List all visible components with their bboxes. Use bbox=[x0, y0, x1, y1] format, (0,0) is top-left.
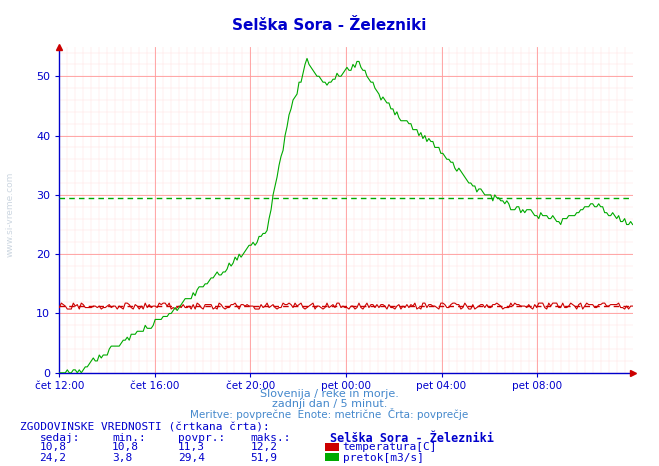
Text: www.si-vreme.com: www.si-vreme.com bbox=[5, 171, 14, 257]
Text: Slovenija / reke in morje.: Slovenija / reke in morje. bbox=[260, 389, 399, 399]
Text: maks.:: maks.: bbox=[250, 433, 291, 443]
Text: pretok[m3/s]: pretok[m3/s] bbox=[343, 452, 424, 463]
Text: temperatura[C]: temperatura[C] bbox=[343, 442, 437, 452]
Text: povpr.:: povpr.: bbox=[178, 433, 225, 443]
Text: Selška Sora - Železniki: Selška Sora - Železniki bbox=[233, 18, 426, 33]
Text: 24,2: 24,2 bbox=[40, 452, 67, 463]
Text: sedaj:: sedaj: bbox=[40, 433, 80, 443]
Text: 3,8: 3,8 bbox=[112, 452, 132, 463]
Text: Selška Sora - Železniki: Selška Sora - Železniki bbox=[330, 432, 494, 445]
Text: min.:: min.: bbox=[112, 433, 146, 443]
Text: 12,2: 12,2 bbox=[250, 442, 277, 452]
Text: Meritve: povprečne  Enote: metrične  Črta: povprečje: Meritve: povprečne Enote: metrične Črta:… bbox=[190, 408, 469, 420]
Text: 11,3: 11,3 bbox=[178, 442, 205, 452]
Text: ZGODOVINSKE VREDNOSTI (črtkana črta):: ZGODOVINSKE VREDNOSTI (črtkana črta): bbox=[20, 423, 270, 433]
Text: 10,8: 10,8 bbox=[40, 442, 67, 452]
Text: 10,8: 10,8 bbox=[112, 442, 139, 452]
Text: zadnji dan / 5 minut.: zadnji dan / 5 minut. bbox=[272, 399, 387, 409]
Text: 51,9: 51,9 bbox=[250, 452, 277, 463]
Text: 29,4: 29,4 bbox=[178, 452, 205, 463]
